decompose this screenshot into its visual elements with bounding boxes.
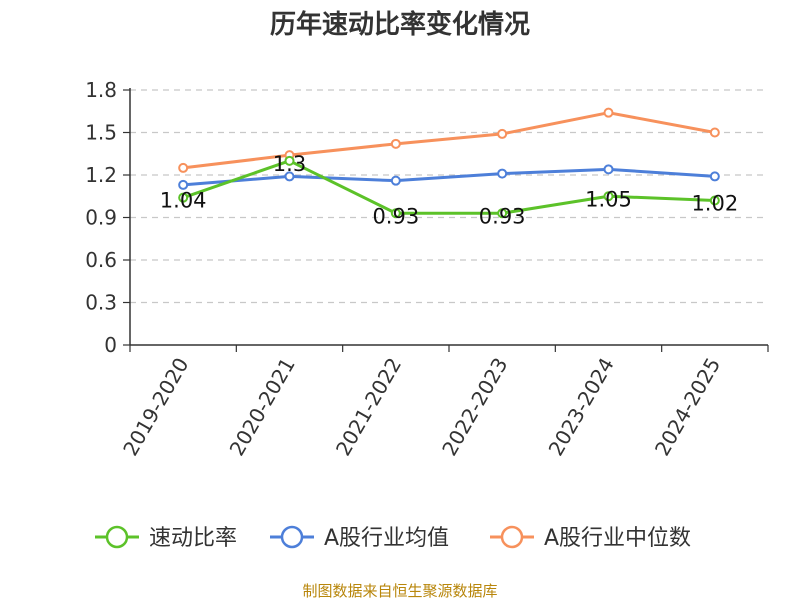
data-point <box>178 192 189 203</box>
data-point <box>709 171 720 182</box>
series-group <box>178 107 720 219</box>
chart-title: 历年速动比率变化情况 <box>270 9 530 40</box>
legend-label: A股行业中位数 <box>544 526 691 551</box>
series-line-2 <box>182 111 716 170</box>
data-point <box>497 208 508 219</box>
legend-item-0[interactable]: 速动比率 <box>95 525 237 551</box>
y-tick-label: 1.5 <box>85 121 117 145</box>
data-point <box>709 195 720 206</box>
legend-marker <box>105 525 129 549</box>
legend-item-1[interactable]: A股行业均值 <box>270 525 449 551</box>
data-point <box>390 175 401 186</box>
legend-label: 速动比率 <box>149 526 237 551</box>
data-point <box>390 208 401 219</box>
y-tick-label: 1.2 <box>85 163 117 187</box>
x-tick-label: 2021-2022 <box>331 354 406 460</box>
data-label: 1.3 <box>273 152 306 176</box>
legend-marker <box>280 525 304 549</box>
y-tick-label: 0.6 <box>85 248 117 272</box>
data-point <box>603 164 614 175</box>
data-point <box>284 171 295 182</box>
x-tick-label: 2022-2023 <box>437 353 512 459</box>
axes <box>129 88 768 346</box>
data-point <box>603 107 614 118</box>
legend-label: A股行业均值 <box>324 526 449 551</box>
data-labels: 1.04 1.3 0.93 0.93 1.05 1.02 <box>160 152 738 228</box>
data-label: 0.93 <box>479 204 526 228</box>
x-tick-label: 2023-2024 <box>544 354 619 460</box>
data-label: 1.02 <box>691 192 738 216</box>
x-tick-label: 2019-2020 <box>118 354 193 460</box>
legend-item-2[interactable]: A股行业中位数 <box>490 525 691 551</box>
grid-lines <box>130 89 768 304</box>
source-note: 制图数据来自恒生聚源数据库 <box>302 582 497 600</box>
data-point <box>178 179 189 190</box>
legend-marker <box>500 525 524 549</box>
data-point <box>603 191 614 202</box>
data-point <box>178 162 189 173</box>
data-label: 1.05 <box>585 187 632 211</box>
x-tick-label: 2024-2025 <box>650 354 725 460</box>
data-point <box>284 155 295 166</box>
series-line-0 <box>182 159 715 215</box>
y-tick-label: 0.3 <box>85 291 117 315</box>
x-axis-ticks: 2019-2020 2020-2021 2021-2022 2022-2023 2023… <box>118 345 769 460</box>
legend[interactable]: 速动比率 A股行业均值 A股行业中位数 <box>95 525 691 551</box>
data-label: 0.93 <box>372 204 419 228</box>
series-line-1 <box>183 167 715 187</box>
y-tick-label: 1.8 <box>85 78 117 102</box>
y-axis-ticks: 0 0.3 0.6 0.9 1.2 1.5 1.8 <box>85 78 130 357</box>
y-tick-label: 0.9 <box>85 206 117 230</box>
data-point <box>709 127 720 138</box>
data-point <box>497 168 508 179</box>
x-tick-label: 2020-2021 <box>225 354 300 460</box>
data-point <box>390 138 401 149</box>
data-label: 1.04 <box>160 189 207 213</box>
data-point <box>497 128 508 139</box>
y-tick-label: 0 <box>104 333 117 357</box>
